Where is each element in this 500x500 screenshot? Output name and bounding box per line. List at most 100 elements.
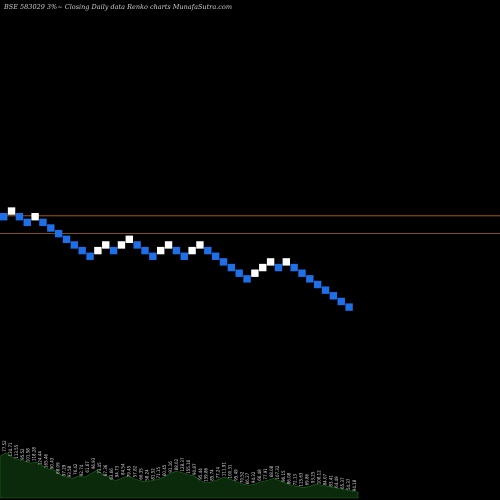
volume-label: 111.91: [221, 462, 226, 476]
volume-label: 92.74: [79, 464, 84, 476]
renko-brick-down: [39, 218, 47, 227]
volume-label: 86.08: [287, 472, 292, 484]
volume-label: 155.16: [186, 459, 191, 473]
volume-label: 79.45: [127, 465, 132, 477]
renko-brick-down: [321, 286, 330, 294]
volume-label: 84.54: [121, 463, 126, 475]
renko-brick-up: [164, 241, 173, 249]
volume-label: 87.36: [103, 464, 108, 476]
volume-label: 77.91: [263, 468, 268, 480]
volume-label: 69.86: [305, 473, 310, 485]
renko-brick-down: [109, 246, 118, 255]
volume-area: [0, 452, 359, 499]
volume-label: 100.31: [227, 464, 232, 478]
renko-brick-up: [7, 207, 16, 215]
volume-label: 94.18: [352, 479, 357, 491]
volume-label: 85.74: [210, 469, 215, 481]
volume-label: 72.13: [293, 473, 298, 485]
volume-label: 165.46: [44, 454, 49, 468]
volume-label: 139.86: [204, 467, 209, 481]
renko-brick-up: [125, 235, 133, 243]
volume-label: 70.52: [239, 471, 244, 483]
volume-label: 97.29: [61, 464, 66, 476]
renko-brick-down: [23, 218, 31, 227]
volume-label: 90.43: [49, 457, 54, 469]
renko-brick-down: [54, 229, 63, 238]
volume-label: 64.49: [334, 476, 339, 488]
renko-brick-down: [314, 280, 322, 289]
volume-label: 60.45: [162, 464, 167, 476]
renko-brick-down: [86, 252, 94, 260]
renko-brick-down: [219, 258, 228, 266]
renko-brick-up: [94, 246, 102, 255]
renko-brick-down: [133, 241, 141, 249]
renko-brick-down: [337, 297, 345, 306]
volume-label: 76.42: [73, 463, 78, 475]
renko-brick-down: [149, 252, 157, 260]
renko-brick-down: [306, 275, 314, 283]
volume-label: 124.44: [38, 451, 43, 465]
renko-brick-down: [211, 252, 220, 260]
renko-brick-up: [157, 246, 165, 255]
renko-brick-down: [180, 252, 188, 260]
volume-label: 61.67: [85, 461, 90, 473]
renko-brick-up: [31, 213, 39, 221]
renko-brick-down: [345, 303, 353, 311]
volume-label: 58.24: [144, 469, 149, 481]
volume-label: 54.37: [346, 478, 351, 490]
renko-brick-down: [290, 263, 298, 272]
volume-label: 95.49: [233, 469, 238, 481]
volume-label: 57.82: [133, 465, 138, 477]
chart-title: BSE 583029 3%~ Closing Daily data Renko …: [3, 3, 232, 11]
volume-label: 96.93: [91, 457, 96, 469]
renko-brick-up: [266, 258, 275, 266]
renko-brick-up: [259, 263, 267, 272]
reference-lines: [0, 215, 500, 234]
volume-label: 115.63: [299, 472, 304, 486]
renko-brick-up: [251, 269, 259, 277]
volume-label: 66.27: [245, 472, 250, 484]
volume-label: 91.16: [168, 461, 173, 473]
renko-brick-down: [62, 235, 71, 243]
volume-label: 81.52: [150, 468, 155, 480]
volume-label: 108.12: [316, 470, 321, 484]
renko-brick-down: [274, 263, 283, 272]
renko-brick-down: [235, 269, 243, 277]
volume-label: 66.48: [257, 469, 262, 481]
renko-brick-down: [47, 224, 55, 232]
volume-label: 77.52: [2, 440, 7, 452]
volume-label: 93.58: [67, 465, 72, 477]
renko-brick-up: [117, 241, 126, 249]
volume-label: 68.08: [269, 465, 274, 477]
volume-label: 113.55: [14, 444, 19, 458]
volume-label: 88.02: [174, 458, 179, 470]
volume-label: 84.07: [322, 473, 327, 485]
volume-label: 63.66: [109, 468, 114, 480]
volume-label: 65.37: [340, 477, 345, 489]
renko-brick-down: [298, 269, 306, 277]
volume-label: 90.87: [192, 463, 197, 475]
volume-label: 94.32: [251, 471, 256, 483]
renko-brick-down: [141, 246, 149, 255]
renko-brick-up: [196, 241, 204, 249]
renko-brick-up: [102, 241, 110, 249]
renko-brick-down: [227, 263, 236, 272]
volume-label: 134.71: [8, 442, 13, 456]
renko-brick-down: [0, 213, 8, 221]
volume-label: 77.24: [216, 467, 221, 479]
volume-label: 68.09: [55, 462, 60, 474]
volume-label: 73.45: [97, 462, 102, 474]
volume-label: 93.25: [310, 471, 315, 483]
volume-label: 94.73: [115, 465, 120, 477]
volume-label: 107.32: [275, 465, 280, 479]
renko-brick-up: [282, 258, 290, 266]
volume-label: 96.15: [281, 470, 286, 482]
volume-label: 118.28: [32, 447, 37, 461]
renko-brick-down: [243, 275, 251, 283]
renko-brick-down: [78, 246, 86, 255]
renko-brick-down: [172, 246, 181, 255]
volume-label: 66.35: [138, 468, 143, 480]
renko-brick-down: [204, 246, 212, 255]
